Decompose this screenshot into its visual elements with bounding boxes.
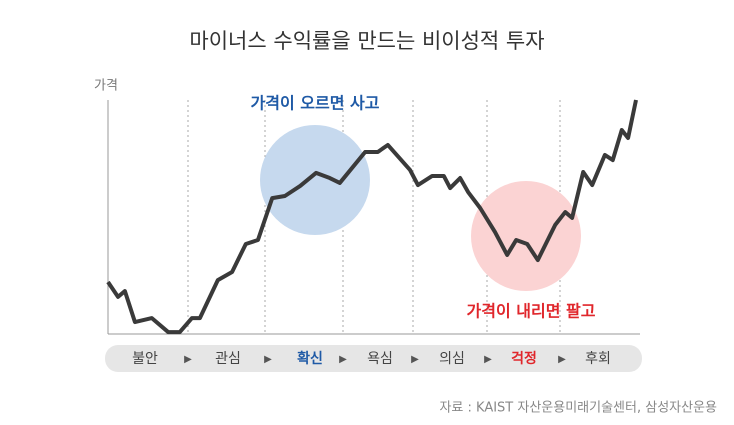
stage-label: 관심 [215, 351, 241, 367]
annotation: 가격이 내리면 팔고 [467, 302, 596, 321]
arrow: ▶ [411, 354, 419, 365]
stage-bar [105, 345, 642, 372]
y-axis-label: 가격 [94, 79, 118, 94]
chart-title: 마이너스 수익률을 만드는 비이성적 투자 [189, 29, 544, 53]
sell-zone [471, 181, 581, 291]
stage-label: 걱정 [511, 350, 537, 367]
arrow: ▶ [339, 354, 347, 365]
buy-zone [260, 125, 370, 235]
arrow: ▶ [184, 354, 192, 365]
arrow: ▶ [558, 354, 566, 365]
stage-label: 후회 [585, 351, 611, 367]
stage-label: 의심 [439, 351, 465, 367]
stage-label: 불안 [132, 351, 158, 367]
arrow: ▶ [484, 354, 492, 365]
stage-label: 확신 [297, 350, 323, 367]
arrow: ▶ [264, 354, 272, 365]
price-line [106, 99, 638, 335]
stage-label: 욕심 [367, 351, 393, 367]
stage-arrows: ▶ ▶ ▶ ▶ ▶ ▶ [184, 354, 566, 365]
annotation: 가격이 오르면 사고 [251, 94, 380, 113]
source: 자료 : KAIST 자산운용미래기술센터, 삼성자산운용 [439, 401, 717, 416]
